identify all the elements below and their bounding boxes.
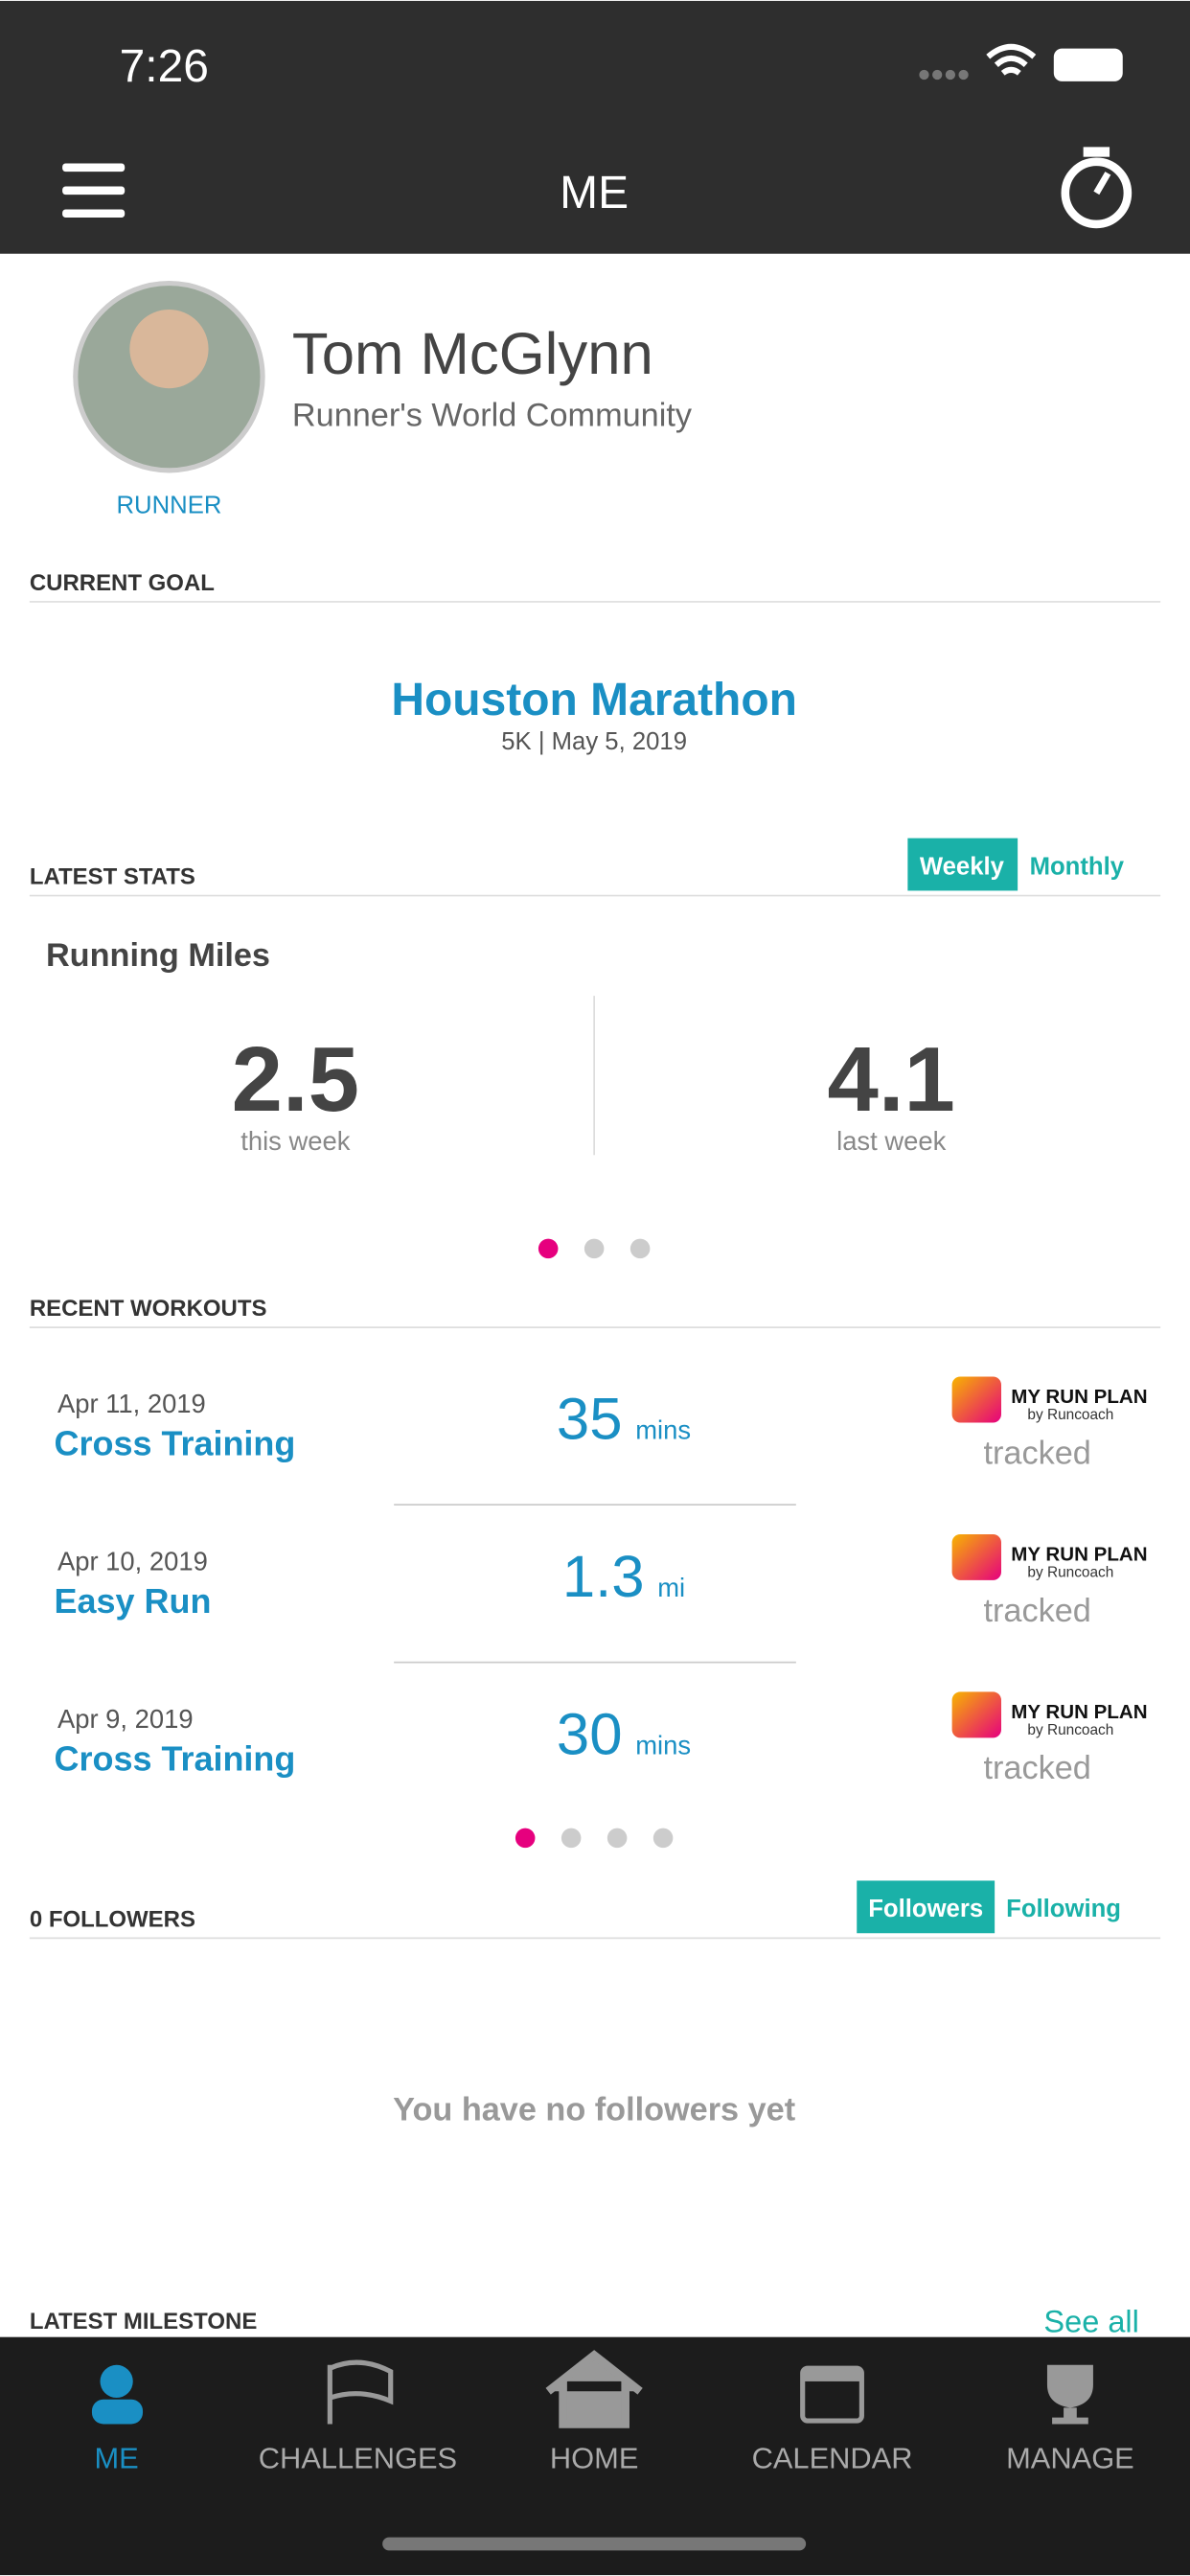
section-heading: CURRENT GOAL bbox=[30, 570, 215, 596]
nav-icon bbox=[91, 2350, 1093, 2428]
workout-date: Apr 9, 2019 bbox=[57, 1704, 194, 1734]
tab-active[interactable] bbox=[907, 838, 1018, 891]
pager[interactable] bbox=[538, 1238, 651, 1259]
section-heading: RECENT WORKOUTS bbox=[30, 1296, 267, 1322]
amount-unit: mins bbox=[635, 1415, 691, 1445]
tab[interactable]: Following bbox=[1006, 1896, 1121, 1922]
wifi-icon bbox=[986, 43, 1037, 76]
profile-subtitle: Runner's World Community bbox=[292, 398, 693, 434]
workout-name[interactable]: Cross Training bbox=[55, 1424, 296, 1463]
workout-name[interactable]: Easy Run bbox=[55, 1581, 212, 1621]
brand-name: MY RUN PLAN bbox=[1011, 1386, 1147, 1408]
tab-active[interactable] bbox=[857, 1880, 995, 1934]
brand-name: MY RUN PLAN bbox=[1011, 1701, 1147, 1723]
brand-logo bbox=[951, 1376, 1001, 1423]
see-all-link[interactable]: See all bbox=[1043, 2305, 1138, 2339]
status-time: 7:26 bbox=[120, 41, 209, 92]
stat-label: last week bbox=[836, 1126, 946, 1156]
section-heading: LATEST MILESTONE bbox=[30, 2309, 257, 2334]
workout-status: tracked bbox=[984, 1435, 1091, 1471]
avatar-face bbox=[129, 309, 209, 389]
section-heading: LATEST STATS bbox=[30, 864, 195, 890]
brand-sub: by Runcoach bbox=[1027, 1407, 1113, 1423]
stat-value: 2.5 bbox=[232, 1028, 359, 1131]
section-heading: 0 FOLLOWERS bbox=[30, 1906, 195, 1932]
nav-label[interactable]: HOME bbox=[550, 2442, 639, 2475]
workout-amount: 35 mins bbox=[557, 1387, 691, 1453]
workout-list: Apr 11, 2019 Cross Training 35 mins MY RUN P… bbox=[55, 1376, 1148, 1786]
amount-value: 1.3 bbox=[562, 1544, 645, 1610]
stat-label: this week bbox=[240, 1126, 350, 1156]
brand-name: MY RUN PLAN bbox=[1011, 1543, 1147, 1565]
header-title: ME bbox=[560, 168, 629, 218]
profile-role: RUNNER bbox=[117, 492, 222, 518]
amount-value: 30 bbox=[557, 1702, 623, 1768]
amount-unit: mi bbox=[657, 1573, 685, 1602]
tab[interactable]: Monthly bbox=[1030, 853, 1125, 880]
tab[interactable]: Weekly bbox=[920, 853, 1005, 880]
nav-label[interactable]: ME bbox=[95, 2442, 139, 2475]
brand-sub: by Runcoach bbox=[1027, 1565, 1113, 1581]
workout-status: tracked bbox=[984, 1593, 1091, 1629]
empty-message: You have no followers yet bbox=[393, 2092, 795, 2128]
nav-label[interactable]: CALENDAR bbox=[752, 2442, 913, 2475]
workout-amount: 30 mins bbox=[557, 1702, 691, 1768]
nav-label[interactable]: CHALLENGES bbox=[259, 2442, 457, 2475]
workout-date: Apr 11, 2019 bbox=[57, 1389, 206, 1418]
workout-date: Apr 10, 2019 bbox=[57, 1547, 208, 1576]
workout-amount: 1.3 mi bbox=[562, 1544, 685, 1610]
brand-logo bbox=[951, 1533, 1001, 1580]
profile-name: Tom McGlynn bbox=[292, 321, 653, 387]
amount-value: 35 bbox=[557, 1387, 623, 1453]
battery-icon bbox=[1053, 48, 1123, 81]
brand-logo bbox=[951, 1691, 1001, 1738]
workout-name[interactable]: Cross Training bbox=[55, 1739, 296, 1779]
stat-value: 4.1 bbox=[828, 1028, 955, 1131]
goal-name[interactable]: Houston Marathon bbox=[391, 675, 797, 725]
metric-title: Running Miles bbox=[46, 937, 270, 974]
tab[interactable]: Followers bbox=[868, 1896, 983, 1922]
amount-unit: mins bbox=[635, 1731, 691, 1760]
workout-status: tracked bbox=[984, 1750, 1091, 1786]
goal-details: 5K | May 5, 2019 bbox=[501, 728, 687, 755]
home-indicator bbox=[382, 2537, 807, 2551]
timer-button[interactable] bbox=[1061, 147, 1133, 229]
menu-button[interactable] bbox=[62, 163, 126, 218]
brand-sub: by Runcoach bbox=[1027, 1722, 1113, 1738]
signal bbox=[919, 69, 969, 80]
pager[interactable] bbox=[515, 1828, 674, 1849]
nav-label[interactable]: MANAGE bbox=[1006, 2442, 1134, 2475]
top-bar bbox=[0, 0, 1190, 254]
